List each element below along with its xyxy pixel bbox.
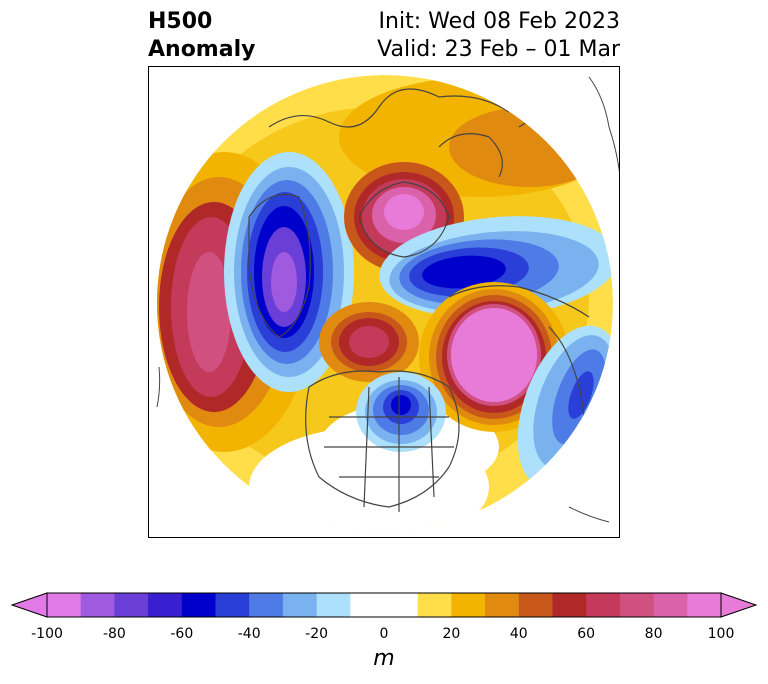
colorbar-border <box>46 592 722 618</box>
colorbar-cell <box>181 593 216 617</box>
colorbar-tick-label: 80 <box>644 626 663 642</box>
colorbar-tick-label: 100 <box>707 626 735 642</box>
colorbar-cell <box>552 593 587 617</box>
title-type: Anomaly <box>148 37 256 62</box>
colorbar-cell <box>653 593 688 617</box>
colorbar-extend-high <box>720 592 758 618</box>
title-variable: H500 <box>148 9 213 34</box>
colorbar-cell <box>586 593 621 617</box>
colorbar-cell <box>518 593 553 617</box>
valid-time: Valid: 23 Feb – 01 Mar <box>377 37 620 62</box>
colorbar-tick-label: 40 <box>509 626 528 642</box>
colorbar-cell <box>282 593 318 617</box>
colorbar-cell <box>114 593 149 617</box>
colorbar-cells <box>10 592 758 618</box>
init-time: Init: Wed 08 Feb 2023 <box>378 9 620 34</box>
colorbar-cell <box>485 593 520 617</box>
colorbar-tick-label: -20 <box>305 626 329 642</box>
colorbar-cell <box>687 593 722 617</box>
colorbar-cell <box>350 593 385 617</box>
anomaly-field <box>157 75 613 531</box>
colorbar-cell <box>215 593 250 617</box>
coastlines <box>248 88 613 512</box>
colorbar-cell <box>148 593 183 617</box>
colorbar-cell <box>384 593 419 617</box>
colorbar-cell <box>451 593 486 617</box>
colorbar-cell <box>47 593 82 617</box>
colorbar-cell <box>417 593 452 617</box>
colorbar <box>10 592 758 618</box>
colorbar-tick-label: -80 <box>102 626 126 642</box>
colorbar-extend-low <box>10 592 48 618</box>
colorbar-cell <box>80 593 115 617</box>
anomaly-map <box>156 67 619 531</box>
colorbar-unit: m <box>373 646 395 671</box>
colorbar-tick-label: -40 <box>237 626 261 642</box>
title-right: Init: Wed 08 Feb 2023 Valid: 23 Feb – 01… <box>377 8 620 64</box>
colorbar-tick-label: -100 <box>31 626 63 642</box>
colorbar-cell <box>249 593 284 617</box>
colorbar-tick-label: -60 <box>170 626 194 642</box>
colorbar-cell <box>619 593 655 617</box>
colorbar-tick-label: 60 <box>577 626 596 642</box>
title-left: H500 Anomaly <box>148 8 255 64</box>
colorbar-tick-label: 0 <box>379 626 389 642</box>
colorbar-cell <box>316 593 351 617</box>
outer-coastlines <box>156 76 619 523</box>
colorbar-tick-label: 20 <box>442 626 461 642</box>
map-frame <box>148 66 620 538</box>
